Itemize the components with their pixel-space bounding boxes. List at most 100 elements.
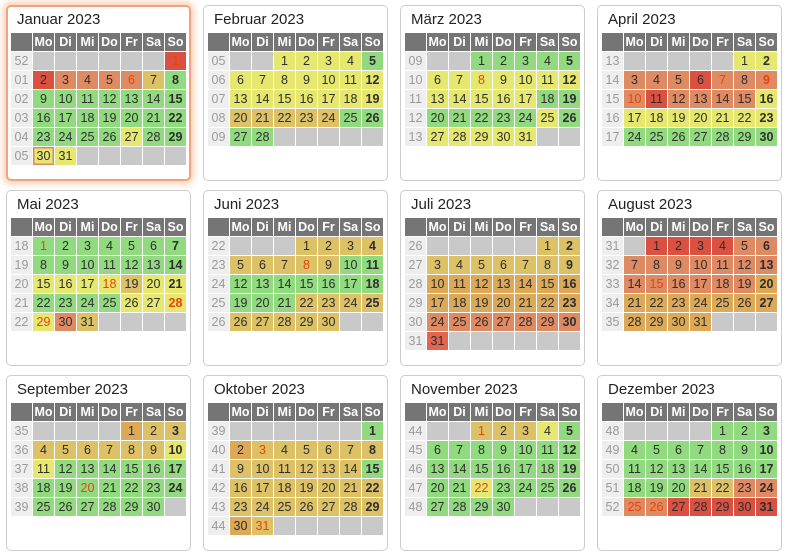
week-number: 02 xyxy=(11,90,32,108)
empty-day-cell xyxy=(559,332,580,350)
day-cell: 4 xyxy=(537,52,558,70)
day-cell: 5 xyxy=(121,237,142,255)
day-cell: 20 xyxy=(690,109,711,127)
week-row: 14 3 4 5 6 7 8 9 xyxy=(602,71,777,89)
week-number: 26 xyxy=(405,237,426,255)
week-row: 08 20 21 22 23 24 25 26 xyxy=(208,109,383,127)
day-cell: 8 xyxy=(274,71,295,89)
empty-day-cell xyxy=(690,52,711,70)
day-cell: 9 xyxy=(296,71,317,89)
day-cell: 24 xyxy=(515,479,536,497)
empty-day-cell xyxy=(515,237,536,255)
day-cell: 7 xyxy=(449,71,470,89)
month-title: Mai 2023 xyxy=(17,196,79,213)
day-cell: 3 xyxy=(427,256,448,274)
week-row: 13 27 28 29 30 31 xyxy=(405,128,580,146)
day-cell: 15 xyxy=(274,90,295,108)
empty-day-cell xyxy=(318,422,339,440)
day-cell: 21 xyxy=(690,479,711,497)
weekday-header-sa: Sa xyxy=(734,218,755,236)
day-cell: 26 xyxy=(230,313,251,331)
day-cell: 18 xyxy=(449,294,470,312)
day-cell: 29 xyxy=(296,313,317,331)
weekday-header-so: So xyxy=(756,403,777,421)
day-cell: 5 xyxy=(646,441,667,459)
day-cell: 13 xyxy=(427,90,448,108)
day-cell: 28 xyxy=(274,313,295,331)
day-cell: 15 xyxy=(121,460,142,478)
empty-day-cell xyxy=(646,422,667,440)
week-number: 08 xyxy=(208,109,229,127)
week-row: 05 1 2 3 4 5 xyxy=(208,52,383,70)
day-cell: 6 xyxy=(493,256,514,274)
weekday-header-do: Do xyxy=(296,33,317,51)
week-number: 29 xyxy=(405,294,426,312)
day-cell: 23 xyxy=(55,294,76,312)
day-cell: 15 xyxy=(296,275,317,293)
day-cell: 21 xyxy=(449,479,470,497)
day-cell: 23 xyxy=(143,479,164,497)
day-cell: 22 xyxy=(362,479,383,497)
weekday-header-so: So xyxy=(165,33,186,51)
day-cell: 11 xyxy=(340,71,361,89)
day-cell: 25 xyxy=(99,294,120,312)
day-cell: 23 xyxy=(734,479,755,497)
month-grid: Mo Di Mi Do Fr Sa So 09 1 2 3 4 5 10 6 7 8 9 10 11 12 11 13 14 1… xyxy=(404,32,581,147)
weekday-header-fr: Fr xyxy=(712,218,733,236)
day-cell: 13 xyxy=(493,275,514,293)
month-panel-oktober: Oktober 2023 Mo Di Mi Do Fr Sa So 39 1 40 2 3 4 5 6 7 8 41… xyxy=(203,375,388,551)
week-row: 52 1 xyxy=(11,52,186,70)
empty-day-cell xyxy=(318,517,339,535)
day-cell: 28 xyxy=(252,128,273,146)
week-row: 51 18 19 20 21 22 23 24 xyxy=(602,479,777,497)
day-cell: 18 xyxy=(274,479,295,497)
weekday-header-fr: Fr xyxy=(712,33,733,51)
day-cell: 30 xyxy=(55,313,76,331)
day-cell: 25 xyxy=(33,498,54,516)
empty-day-cell xyxy=(165,147,186,165)
day-cell: 17 xyxy=(77,275,98,293)
month-title: August 2023 xyxy=(608,196,693,213)
weekday-header-so: So xyxy=(559,33,580,51)
day-cell: 11 xyxy=(99,256,120,274)
week-row: 37 11 12 13 14 15 16 17 xyxy=(11,460,186,478)
month-grid: Mo Di Mi Do Fr Sa So 31 1 2 3 4 5 6 32 7 8 9 10 11 12 13 33 14 1… xyxy=(601,217,778,332)
empty-day-cell xyxy=(55,52,76,70)
day-cell: 19 xyxy=(559,460,580,478)
week-number: 17 xyxy=(602,128,623,146)
weekday-header-do: Do xyxy=(690,403,711,421)
day-cell: 6 xyxy=(668,441,689,459)
day-cell: 28 xyxy=(624,313,645,331)
month-title: April 2023 xyxy=(608,11,676,28)
empty-day-cell xyxy=(362,313,383,331)
day-cell: 2 xyxy=(143,422,164,440)
day-cell: 6 xyxy=(143,237,164,255)
weekday-header-do: Do xyxy=(493,33,514,51)
day-cell: 3 xyxy=(690,237,711,255)
week-column-header xyxy=(602,403,623,421)
day-cell: 9 xyxy=(559,256,580,274)
day-cell: 9 xyxy=(734,441,755,459)
day-cell-holiday: 7 xyxy=(712,71,733,89)
day-cell: 1 xyxy=(734,52,755,70)
day-cell: 21 xyxy=(712,109,733,127)
day-cell: 17 xyxy=(427,294,448,312)
empty-day-cell xyxy=(712,313,733,331)
week-row: 45 6 7 8 9 10 11 12 xyxy=(405,441,580,459)
day-cell: 12 xyxy=(296,460,317,478)
week-row: 09 1 2 3 4 5 xyxy=(405,52,580,70)
week-number: 13 xyxy=(602,52,623,70)
day-cell: 14 xyxy=(449,460,470,478)
day-cell: 13 xyxy=(230,90,251,108)
week-row: 30 24 25 26 27 28 29 30 xyxy=(405,313,580,331)
day-cell: 10 xyxy=(690,256,711,274)
day-cell: 12 xyxy=(646,460,667,478)
week-number: 25 xyxy=(208,294,229,312)
day-cell: 5 xyxy=(99,71,120,89)
day-cell: 16 xyxy=(559,275,580,293)
day-cell: 29 xyxy=(646,313,667,331)
day-cell: 14 xyxy=(143,90,164,108)
week-row: 50 11 12 13 14 15 16 17 xyxy=(602,460,777,478)
week-row: 36 4 5 6 7 8 9 10 xyxy=(11,441,186,459)
day-cell: 30 xyxy=(230,517,251,535)
